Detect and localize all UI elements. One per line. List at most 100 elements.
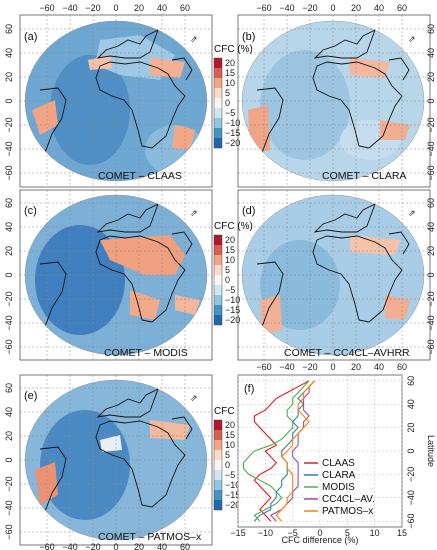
lat-tick-left: 60 [4, 383, 14, 393]
lon-tick-top: −40 [62, 3, 77, 13]
colorbar-tick: −15 [225, 128, 240, 138]
colorbar-swatch [214, 490, 222, 500]
colorbar-swatch [214, 118, 222, 128]
profile-y-tick: 40 [406, 399, 416, 409]
panel-title-a: COMET – CLAAS [98, 170, 182, 182]
colorbar-tick: −5 [225, 470, 235, 480]
north-arrow-a: ⇗ [190, 34, 198, 44]
profile-y-tick: −20 [406, 467, 416, 482]
lat-tick-right: −20 [426, 291, 436, 306]
colorbar-swatch [214, 108, 222, 118]
colorbar-swatch [214, 315, 222, 325]
colorbar-tick: 15 [225, 68, 235, 78]
lat-tick-left: 0 [4, 272, 14, 277]
lon-tick-top: 60 [397, 3, 407, 13]
lat-tick-right: −60 [426, 165, 436, 180]
colorbar-swatch [214, 440, 222, 450]
colorbar-frame [213, 234, 223, 326]
colorbar-tick: −5 [225, 285, 235, 295]
lat-tick-left: 0 [4, 457, 14, 462]
lat-tick-left: −40 [4, 500, 14, 515]
colorbar-tick: −10 [225, 480, 240, 490]
lon-tick-bottom: 60 [397, 362, 407, 372]
profile-x-tick: −10 [258, 528, 273, 538]
lat-tick-left: 60 [4, 24, 14, 34]
lon-tick-bottom: 20 [351, 362, 361, 372]
lon-tick-bottom: 40 [374, 362, 384, 372]
lon-tick-top: 20 [351, 3, 361, 13]
lat-tick-right: 40 [426, 222, 436, 232]
map-axis-labels: −60 −40 −20 0 20 40 60 −60 −40 −20 0 20 40 60 −60 −40 −2… [4, 3, 436, 550]
colorbar-swatch [214, 295, 222, 305]
colorbar-tick: 5 [225, 88, 230, 98]
lon-tick-bottom: 0 [113, 542, 118, 550]
north-arrow-c: ⇗ [190, 208, 198, 218]
lon-tick-bottom: −60 [256, 362, 271, 372]
map-panel-a: (a) COMET – CLAAS ⇗ [19, 14, 213, 188]
profile-x-tick: 15 [397, 528, 407, 538]
colorbar-tick: 10 [225, 255, 235, 265]
coastline-africa-a [39, 29, 193, 161]
colorbar-swatch [214, 285, 222, 295]
colorbar-tick: −20 [225, 500, 240, 510]
lat-tick-left: −20 [4, 117, 14, 132]
colorbar-swatch [214, 58, 222, 68]
profile-series-line [253, 380, 310, 522]
lat-tick-right: −20 [426, 117, 436, 132]
profile-x-tick: −15 [230, 528, 245, 538]
lat-tick-right: 20 [426, 72, 436, 82]
colorbar-tick: 15 [225, 430, 235, 440]
colorbar-swatch [214, 460, 222, 470]
map-panel-c: (c) COMET – MODIS ⇗ [19, 189, 213, 361]
colorbar-swatch [214, 265, 222, 275]
profile-series-line [275, 380, 315, 522]
colorbar-frame [213, 419, 223, 511]
profile-x-tick: −5 [288, 528, 298, 538]
lon-tick-bottom: −20 [302, 362, 317, 372]
legend-label: CLAAS [322, 458, 355, 469]
lat-tick-right: −60 [426, 339, 436, 354]
lat-tick-right: 40 [426, 48, 436, 58]
colorbar-tick: 15 [225, 245, 235, 255]
lat-tick-left: 60 [4, 198, 14, 208]
lon-tick-bottom: −40 [62, 542, 77, 550]
lon-tick-bottom: −20 [85, 542, 100, 550]
map-panel-d: (d) COMET – CC4CL–AVHRR ⇗ [237, 189, 431, 361]
map-panel-e: (e) COMET – PATMOS–x ⇗ [19, 374, 213, 546]
colorbar-tick: 5 [225, 265, 230, 275]
colorbar-swatch [214, 275, 222, 285]
colorbar-frame [213, 57, 223, 149]
legend-label: CLARA [322, 470, 356, 481]
colorbar-swatch [214, 450, 222, 460]
lat-tick-left: −60 [4, 165, 14, 180]
colorbar-swatch [214, 98, 222, 108]
colorbar-swatch [214, 420, 222, 430]
lat-tick-left: −40 [4, 141, 14, 156]
colorbar-tick: −20 [225, 138, 240, 148]
colorbar-title: CFC (%) [214, 406, 253, 417]
lon-tick-bottom: −40 [279, 362, 294, 372]
lat-tick-right: 60 [426, 24, 436, 34]
colorbar-tick: −10 [225, 118, 240, 128]
lat-tick-right: 0 [426, 272, 436, 277]
colorbar-tick: 10 [225, 78, 235, 88]
colorbar-tick: 0 [225, 460, 230, 470]
lon-tick-top: −40 [279, 3, 294, 13]
colorbar-tick: 0 [225, 98, 230, 108]
profile-y-tick: 0 [406, 448, 416, 453]
lon-tick-top: −20 [302, 3, 317, 13]
panel-title-c: COMET – MODIS [104, 347, 188, 359]
colorbar-tick: 5 [225, 450, 230, 460]
profile-y-tick: −40 [406, 490, 416, 505]
coastline-africa-d [256, 203, 410, 335]
colorbar-tick: −15 [225, 305, 240, 315]
lon-tick-top: −20 [85, 3, 100, 13]
colorbar-swatch [214, 88, 222, 98]
profile-x-tick: 5 [345, 528, 350, 538]
lon-tick-top: 0 [113, 3, 118, 13]
profile-x-tick: 0 [317, 528, 322, 538]
colorbar-swatch [214, 255, 222, 265]
colorbar-swatch [214, 245, 222, 255]
legend-label: PATMOS–x [322, 506, 373, 517]
colorbar-title: CFC (%) [214, 44, 253, 55]
